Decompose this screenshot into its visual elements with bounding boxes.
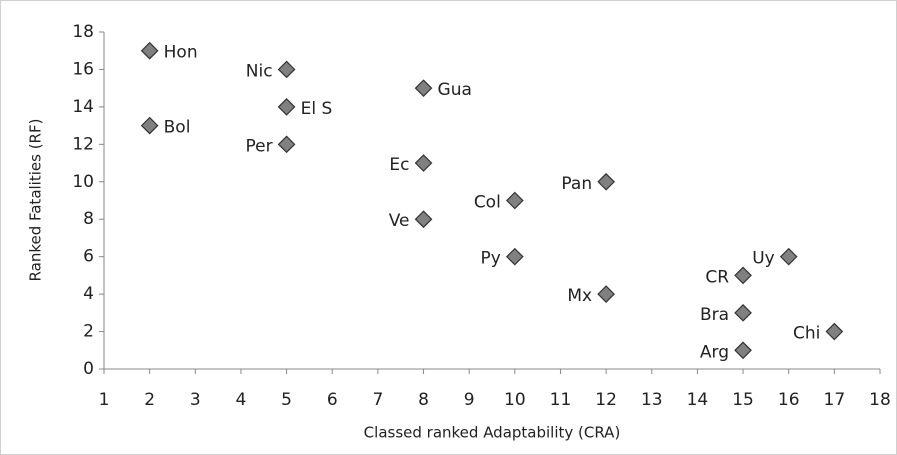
data-point (140, 41, 159, 60)
point-label: Py (481, 249, 501, 269)
data-point (734, 341, 752, 360)
x-tick-label: 16 (778, 390, 800, 410)
data-point (734, 266, 752, 285)
x-tick-label: 8 (418, 390, 429, 410)
data-point (277, 98, 296, 116)
x-tick-label: 10 (504, 390, 526, 410)
x-tick-label: 4 (236, 390, 247, 410)
point-label: Uy (752, 249, 775, 269)
x-tick-label: 13 (641, 390, 663, 410)
y-tick-label: 6 (83, 247, 94, 267)
data-point (779, 247, 798, 266)
x-tick-label: 1 (99, 390, 110, 410)
point-label: Col (474, 193, 501, 213)
data-point (825, 322, 844, 341)
point-label: Pan (561, 174, 592, 194)
data-point (505, 191, 524, 210)
point-label: Bol (164, 118, 191, 138)
point-label: Nic (246, 61, 273, 81)
data-point (734, 303, 752, 322)
x-axis-title: Classed ranked Adaptability (CRA) (364, 424, 621, 442)
y-tick-label: 18 (72, 22, 94, 42)
y-tick-label: 10 (72, 172, 94, 192)
point-label: Mx (567, 286, 592, 306)
point-label: Ve (389, 211, 410, 231)
x-tick-label: 6 (327, 390, 338, 410)
point-label: Chi (793, 324, 820, 344)
data-point (414, 79, 433, 98)
data-point (277, 135, 296, 154)
x-tick-label: 5 (281, 390, 292, 410)
point-label: El S (301, 99, 333, 119)
data-point (597, 285, 615, 303)
data-point (140, 116, 159, 135)
y-tick-label: 12 (72, 134, 94, 154)
point-label: Hon (164, 43, 198, 63)
point-label: Bra (700, 305, 729, 325)
point-label: CR (705, 267, 729, 287)
y-tick-label: 14 (72, 97, 94, 117)
point-label: Gua (438, 80, 472, 100)
x-tick-label: 15 (732, 390, 754, 410)
x-tick-label: 12 (595, 390, 617, 410)
data-point (277, 60, 296, 79)
x-tick-label: 3 (190, 390, 201, 410)
y-tick-label: 4 (83, 284, 94, 304)
x-tick-label: 14 (687, 390, 709, 410)
x-tick-label: 7 (372, 390, 383, 410)
point-label: Ec (389, 155, 409, 175)
data-point (414, 154, 433, 172)
y-tick-label: 8 (83, 209, 94, 229)
data-point (597, 172, 615, 191)
y-axis-title: Ranked Fatalities (RF) (27, 119, 45, 282)
data-point (505, 247, 524, 266)
x-tick-label: 11 (550, 390, 572, 410)
y-tick-label: 2 (83, 322, 94, 342)
data-point (414, 210, 433, 229)
y-tick-label: 16 (72, 59, 94, 79)
x-tick-label: 9 (464, 390, 475, 410)
point-label: Arg (700, 342, 729, 362)
x-tick-label: 18 (869, 390, 891, 410)
y-tick-label: 0 (83, 359, 94, 379)
x-tick-label: 2 (144, 390, 155, 410)
point-label: Per (245, 136, 272, 156)
x-tick-label: 17 (824, 390, 846, 410)
